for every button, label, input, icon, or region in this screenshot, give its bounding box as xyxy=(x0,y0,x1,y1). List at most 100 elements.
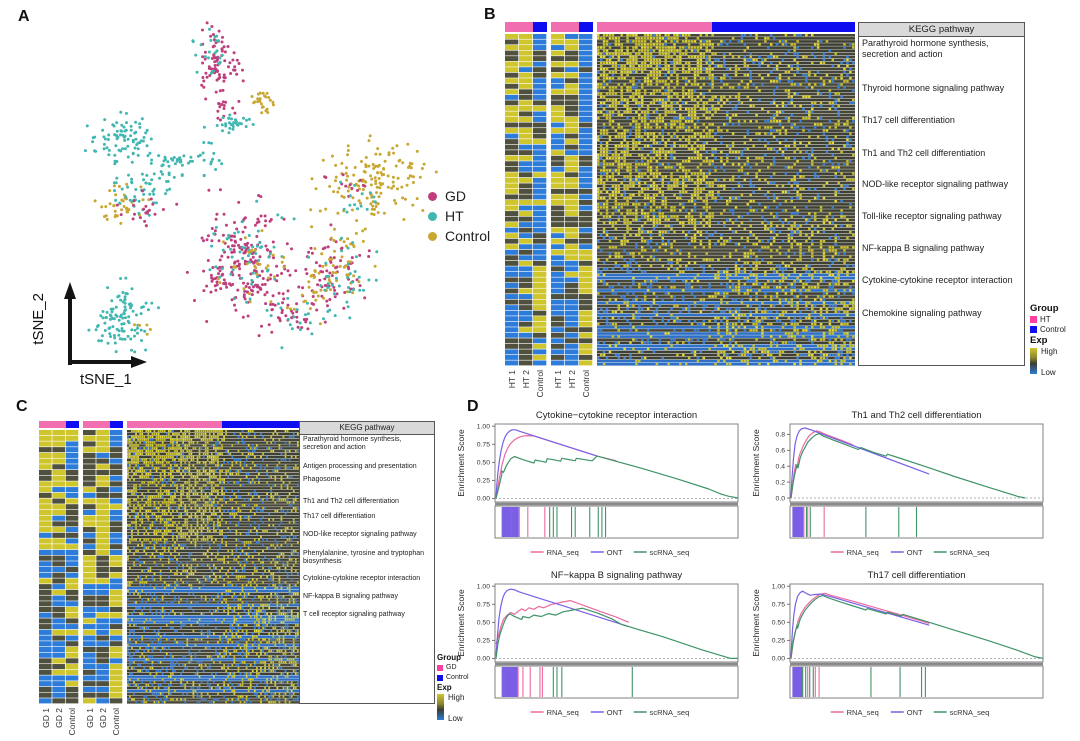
tsne-point xyxy=(311,295,315,298)
tsne-point xyxy=(147,208,151,212)
tsne-point xyxy=(230,117,233,121)
tsne-point xyxy=(112,124,116,128)
tsne-point xyxy=(187,161,190,165)
kegg-pathway-label: Parathyroid hormone synthesis, secretion… xyxy=(862,38,989,59)
tsne-point xyxy=(123,147,127,151)
tsne-point xyxy=(241,79,245,83)
tsne-point xyxy=(243,216,247,220)
tsne-point xyxy=(208,268,212,272)
tsne-point xyxy=(236,259,240,263)
tsne-point xyxy=(322,296,326,300)
tsne-point xyxy=(349,287,353,291)
tsne-point xyxy=(106,341,110,345)
tsne-point xyxy=(246,241,250,245)
tsne-point xyxy=(233,65,237,69)
kegg-pathway-label: Cytokine-cytokine receptor interaction xyxy=(862,275,1013,285)
tsne-point xyxy=(376,147,380,151)
tsne-point xyxy=(131,217,135,221)
tsne-point xyxy=(245,118,248,122)
tsne-point xyxy=(374,182,378,186)
tsne-point xyxy=(320,294,324,298)
tsne-point xyxy=(117,184,121,188)
tsne-point xyxy=(117,318,121,322)
tsne-point xyxy=(210,239,214,243)
gsea-legend-label: scRNA_seq xyxy=(650,708,690,717)
tsne-point xyxy=(139,139,143,143)
tsne-point xyxy=(271,253,275,257)
tsne-point xyxy=(396,187,399,191)
tsne-point xyxy=(126,137,130,141)
sample-label: Control xyxy=(581,370,591,398)
tsne-point xyxy=(280,346,284,350)
tsne-point xyxy=(233,221,236,224)
tsne-point xyxy=(233,261,236,265)
tsne-point xyxy=(145,173,149,177)
tsne-point xyxy=(245,262,249,266)
tsne-point xyxy=(226,245,230,249)
tsne-point xyxy=(257,258,261,262)
tsne-point xyxy=(163,158,167,161)
tsne-point xyxy=(415,197,419,201)
tsne-point xyxy=(277,291,281,295)
kegg-header: KEGG pathway xyxy=(300,422,434,435)
tsne-point xyxy=(336,190,340,194)
exp-high-label: High xyxy=(448,693,465,702)
tsne-point xyxy=(129,337,133,341)
tsne-point xyxy=(373,264,377,268)
tsne-point xyxy=(129,128,133,132)
tsne-point xyxy=(373,176,377,180)
tsne-point xyxy=(141,189,144,193)
tsne-point xyxy=(172,156,176,159)
tsne-point xyxy=(173,162,177,166)
kegg-pathway-label: Th17 cell differentiation xyxy=(303,513,376,520)
tsne-point xyxy=(144,181,148,185)
tsne-point xyxy=(408,164,412,168)
tsne-point xyxy=(290,247,293,251)
tsne-point xyxy=(220,40,224,44)
tsne-point xyxy=(352,274,356,278)
gsea-y-tick-label: 0.8 xyxy=(776,432,786,439)
tsne-point xyxy=(264,219,268,223)
gsea-plot: Cytokine−cytokine receptor interaction En… xyxy=(456,410,739,557)
tsne-point xyxy=(411,203,415,207)
tsne-point xyxy=(232,51,236,55)
tsne-point xyxy=(217,73,221,77)
tsne-point xyxy=(168,187,172,191)
tsne-point xyxy=(342,207,346,211)
tsne-point xyxy=(204,71,208,75)
tsne-point xyxy=(288,323,292,327)
tsne-point xyxy=(221,88,225,92)
tsne-legend-item-control: Control xyxy=(428,226,490,246)
tsne-point xyxy=(308,321,312,325)
tsne-point xyxy=(205,320,209,323)
heatmap-b-annotation-bar xyxy=(505,22,855,32)
tsne-axis-arrows xyxy=(64,282,147,368)
tsne-point xyxy=(107,133,111,137)
tsne-point xyxy=(118,133,122,137)
tsne-point xyxy=(120,187,124,191)
tsne-point xyxy=(202,85,206,89)
tsne-point xyxy=(129,302,133,306)
tsne-point xyxy=(259,246,262,250)
panel-d-label: D xyxy=(467,398,479,415)
tsne-point xyxy=(97,339,101,343)
annotation-segment xyxy=(505,22,533,32)
tsne-point xyxy=(236,123,240,127)
gsea-y-tick-label: 1.00 xyxy=(772,583,785,590)
tsne-legend-label: HT xyxy=(445,208,464,224)
kegg-pathway-label: NOD-like receptor signaling pathway xyxy=(862,179,1009,189)
tsne-point xyxy=(316,283,320,287)
tsne-point xyxy=(99,339,103,343)
tsne-point xyxy=(250,282,254,286)
tsne-point xyxy=(275,274,279,277)
tsne-point xyxy=(360,160,363,163)
tsne-point xyxy=(113,159,117,163)
tsne-point xyxy=(180,173,184,177)
tsne-point xyxy=(231,282,235,286)
tsne-point xyxy=(354,255,358,259)
tsne-point xyxy=(333,295,337,299)
tsne-point xyxy=(264,302,268,306)
tsne-point xyxy=(119,277,123,280)
tsne-point xyxy=(394,164,398,168)
tsne-point xyxy=(397,159,401,163)
